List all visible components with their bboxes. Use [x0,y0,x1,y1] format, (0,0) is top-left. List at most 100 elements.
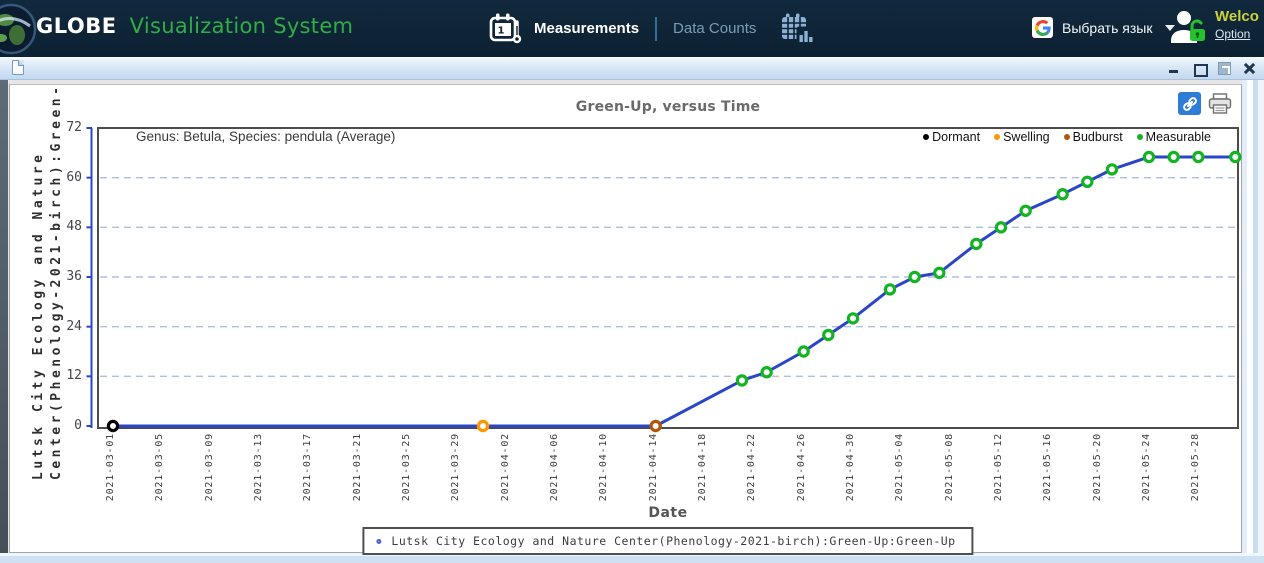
data-point-measurable[interactable] [1107,165,1116,174]
x-tick-label: 2021-05-20 [1092,433,1103,501]
data-point-measurable[interactable] [848,314,857,323]
print-icon [1208,93,1232,115]
user-unlock-icon[interactable] [1168,8,1208,46]
legend-label: Measurable [1146,130,1211,144]
swelling-ring-icon [994,134,1000,140]
user-area: Welco Option [1168,8,1264,46]
welcome-text: Welco [1215,8,1264,25]
x-tick-label: 2021-03-17 [302,433,313,501]
data-point-measurable[interactable] [996,223,1005,232]
app-header: GLOBE Visualization System 1 Measurement… [0,0,1264,57]
x-tick-label: 2021-03-13 [253,433,264,501]
data-point-measurable[interactable] [1194,152,1203,161]
page-icon [12,60,24,75]
series-ring-icon [376,539,381,544]
data-point-measurable[interactable] [910,272,919,281]
data-point-measurable[interactable] [799,347,808,356]
greenup-chart-canvas[interactable] [89,121,1245,433]
data-point-measurable[interactable] [1021,206,1030,215]
print-button[interactable] [1208,93,1232,115]
data-point-measurable[interactable] [762,368,771,377]
minimize-icon[interactable] [1168,62,1181,75]
left-edge-strip [0,80,8,553]
options-link[interactable]: Option [1215,27,1264,41]
calendar-chart-icon [779,12,815,46]
data-point-measurable[interactable] [1058,190,1067,199]
data-point-measurable[interactable] [1144,152,1153,161]
x-tick-label: 2021-03-29 [450,433,461,501]
data-point-measurable[interactable] [1083,177,1092,186]
series-legend-label: Lutsk City Ecology and Nature Center(Phe… [391,534,955,548]
x-tick-label: 2021-04-26 [796,433,807,501]
data-point-measurable[interactable] [737,376,746,385]
data-point-measurable[interactable] [885,285,894,294]
legend-label: Dormant [932,130,980,144]
brand-globe: GLOBE [36,14,117,38]
window-title-bar [0,57,1264,80]
legend-label: Budburst [1073,130,1123,144]
legend-item-measurable: Measurable [1137,130,1211,144]
nav-divider [655,17,657,41]
brand: GLOBE Visualization System [36,14,353,38]
x-tick-label: 2021-05-08 [944,433,955,501]
chart-title: Green-Up, versus Time [576,99,760,115]
svg-text:1: 1 [498,25,505,36]
y-tick-label: 12 [50,368,82,383]
user-texts: Welco Option [1215,8,1264,41]
data-point-measurable[interactable] [824,330,833,339]
x-tick-label: 2021-03-09 [204,433,215,501]
budburst-ring-icon [1064,134,1070,140]
x-tick-label: 2021-05-04 [894,433,905,501]
y-tick-label: 36 [50,269,82,284]
tab-data-counts-label: Data Counts [673,20,756,37]
data-point-measurable[interactable] [1231,152,1240,161]
maximize-icon[interactable] [1193,62,1206,75]
y-tick-label: 0 [50,418,82,433]
plot-frame [98,128,1238,428]
data-point-dormant[interactable] [108,421,117,430]
share-link-button[interactable] [1178,92,1201,115]
x-tick-label: 2021-04-14 [648,433,659,501]
chart-panel: Green-Up, versus Time Lutsk City Ecolo [9,84,1242,553]
x-tick-label: 2021-04-10 [598,433,609,501]
dormant-ring-icon [923,134,929,140]
data-point-measurable[interactable] [1169,152,1178,161]
series-legend-box: Lutsk City Ecology and Nature Center(Phe… [362,527,973,555]
y-tick-label: 60 [50,170,82,185]
data-point-swelling[interactable] [478,421,487,430]
language-selector[interactable]: Выбрать язык [1032,17,1175,38]
data-point-budburst[interactable] [651,421,660,430]
y-tick-label: 48 [50,219,82,234]
data-point-measurable[interactable] [972,239,981,248]
legend-item-dormant: Dormant [923,130,980,144]
x-axis-title: Date [648,505,687,521]
data-point-measurable[interactable] [935,268,944,277]
x-tick-label: 2021-05-24 [1141,433,1152,501]
y-tick-label: 72 [50,120,82,135]
x-tick-label: 2021-03-05 [154,433,165,501]
x-tick-label: 2021-03-21 [352,433,363,501]
brand-system: Visualization System [130,14,354,38]
calendar-thermometer-icon: 1 [488,12,525,46]
close-icon[interactable] [1243,62,1256,75]
primary-nav: 1 Measurements Data Counts [488,0,815,57]
popout-icon[interactable] [1218,62,1231,75]
x-tick-label: 2021-04-18 [697,433,708,501]
y-axis-label-line1: Lutsk City Ecology and Nature [31,86,46,480]
window-controls [1168,57,1256,79]
measurable-ring-icon [1137,134,1143,140]
y-tick-label: 24 [50,319,82,334]
tab-measurements-label: Measurements [534,20,639,37]
x-tick-label: 2021-04-30 [845,433,856,501]
x-tick-label: 2021-04-22 [746,433,757,501]
phase-legend: Dormant Swelling Budburst Measurable [923,130,1211,144]
x-tick-label: 2021-04-06 [549,433,560,501]
tab-data-counts[interactable]: Data Counts [673,12,815,46]
genus-species-annotation: Genus: Betula, Species: pendula (Average… [136,129,395,144]
x-tick-label: 2021-05-28 [1190,433,1201,501]
tab-measurements[interactable]: 1 Measurements [488,12,639,46]
legend-item-swelling: Swelling [994,130,1050,144]
google-g-icon [1032,17,1053,38]
x-tick-label: 2021-04-02 [500,433,511,501]
link-icon [1182,96,1198,112]
